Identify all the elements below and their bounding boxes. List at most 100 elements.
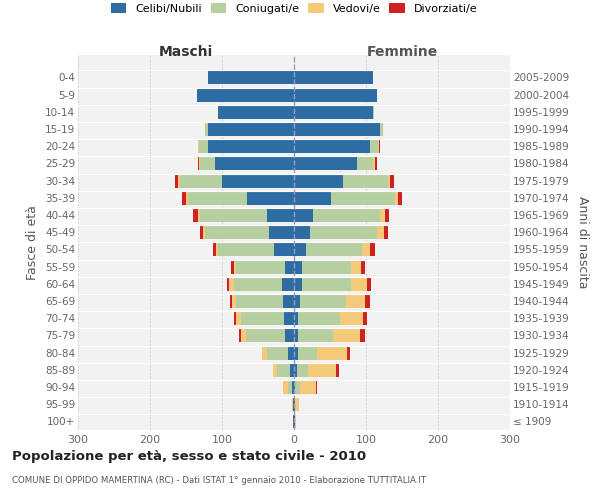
Bar <box>294 70 373 85</box>
Bar <box>294 397 295 411</box>
Bar <box>186 190 188 205</box>
Bar <box>380 122 383 136</box>
Bar <box>310 225 377 239</box>
Bar <box>277 362 290 377</box>
Bar <box>175 174 178 188</box>
Bar <box>205 225 269 239</box>
Bar <box>313 208 380 222</box>
Bar <box>230 294 232 308</box>
Bar <box>343 174 388 188</box>
Text: Femmine: Femmine <box>367 46 437 60</box>
Bar <box>363 311 367 325</box>
Bar <box>305 242 362 256</box>
Bar <box>283 380 287 394</box>
Text: COMUNE DI OPPIDO MAMERTINA (RC) - Dati ISTAT 1° gennaio 2010 - Elaborazione TUTT: COMUNE DI OPPIDO MAMERTINA (RC) - Dati I… <box>12 476 426 485</box>
Bar <box>292 397 293 411</box>
Bar <box>294 122 380 136</box>
Bar <box>298 346 317 360</box>
Bar <box>295 380 300 394</box>
Bar <box>234 311 236 325</box>
Bar <box>294 174 343 188</box>
Bar <box>284 311 294 325</box>
Bar <box>388 174 390 188</box>
Bar <box>283 294 294 308</box>
Bar <box>239 328 241 342</box>
Bar <box>215 156 294 170</box>
Bar <box>294 88 377 102</box>
Bar <box>273 362 277 377</box>
Bar <box>308 362 336 377</box>
Bar <box>360 328 365 342</box>
Bar <box>236 294 283 308</box>
Bar <box>340 311 363 325</box>
Bar <box>294 294 301 308</box>
Bar <box>294 104 373 119</box>
Bar <box>398 190 402 205</box>
Bar <box>215 242 218 256</box>
Y-axis label: Anni di nascita: Anni di nascita <box>576 196 589 289</box>
Bar <box>294 139 370 153</box>
Bar <box>374 156 377 170</box>
Bar <box>200 156 215 170</box>
Bar <box>274 242 294 256</box>
Bar <box>316 380 317 394</box>
Bar <box>208 70 294 85</box>
Text: Popolazione per età, sesso e stato civile - 2010: Popolazione per età, sesso e stato civil… <box>12 450 366 463</box>
Bar <box>362 242 370 256</box>
Bar <box>378 139 379 153</box>
Bar <box>295 397 299 411</box>
Bar <box>294 346 298 360</box>
Bar <box>301 294 346 308</box>
Bar <box>298 311 340 325</box>
Bar <box>294 208 313 222</box>
Bar <box>266 346 288 360</box>
Bar <box>205 122 208 136</box>
Bar <box>236 260 284 274</box>
Bar <box>200 208 266 222</box>
Bar <box>200 225 203 239</box>
Bar <box>298 328 333 342</box>
Bar <box>294 156 358 170</box>
Text: Maschi: Maschi <box>159 46 213 60</box>
Bar <box>241 328 246 342</box>
Bar <box>297 362 308 377</box>
Bar <box>361 260 365 274</box>
Bar <box>197 208 200 222</box>
Bar <box>198 139 199 153</box>
Bar <box>347 346 350 360</box>
Bar <box>232 294 236 308</box>
Bar <box>178 174 180 188</box>
Bar <box>247 190 294 205</box>
Bar <box>197 88 294 102</box>
Bar <box>292 380 294 394</box>
Bar <box>367 276 371 291</box>
Bar <box>199 156 200 170</box>
Bar <box>294 380 295 394</box>
Bar <box>351 260 361 274</box>
Bar <box>222 174 294 188</box>
Bar <box>294 242 305 256</box>
Bar <box>358 156 373 170</box>
Bar <box>302 276 351 291</box>
Bar <box>294 328 298 342</box>
Bar <box>373 156 374 170</box>
Bar <box>294 276 302 291</box>
Bar <box>284 260 294 274</box>
Bar <box>302 260 351 274</box>
Bar <box>233 260 236 274</box>
Bar <box>286 328 294 342</box>
Bar <box>290 362 294 377</box>
Bar <box>218 242 274 256</box>
Bar <box>227 276 229 291</box>
Bar <box>380 208 385 222</box>
Bar <box>365 294 370 308</box>
Bar <box>346 294 365 308</box>
Bar <box>188 190 247 205</box>
Bar <box>294 225 310 239</box>
Bar <box>336 362 338 377</box>
Bar <box>266 208 294 222</box>
Bar <box>351 276 367 291</box>
Legend: Celibi/Nubili, Coniugati/e, Vedovi/e, Divorziati/e: Celibi/Nubili, Coniugati/e, Vedovi/e, Di… <box>111 3 477 14</box>
Bar <box>288 346 294 360</box>
Bar <box>385 208 389 222</box>
